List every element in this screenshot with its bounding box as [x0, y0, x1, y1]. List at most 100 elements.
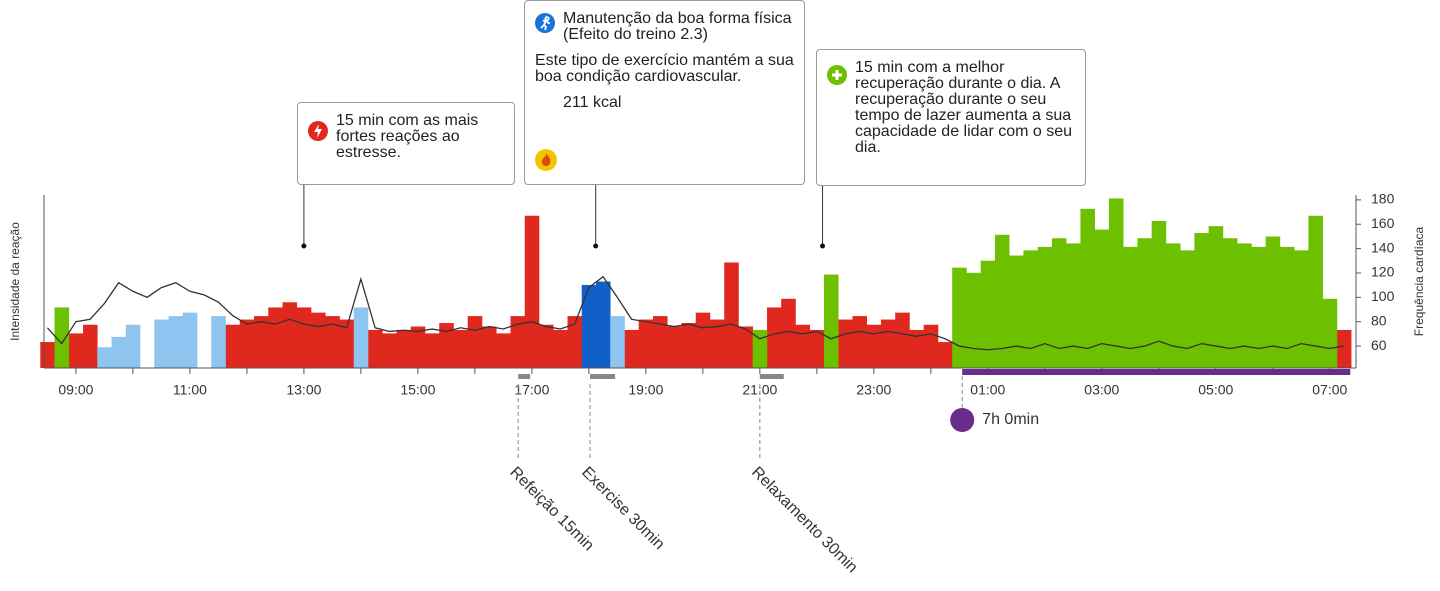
bar [1265, 236, 1281, 368]
bar [923, 324, 939, 368]
bar [1336, 329, 1352, 368]
bar [1023, 250, 1038, 368]
x-tick-label: 05:00 [1198, 382, 1233, 398]
bar [410, 326, 426, 368]
bar [1137, 238, 1152, 368]
bar [724, 262, 739, 368]
bar [225, 324, 241, 368]
bar [638, 319, 654, 368]
bar [538, 324, 554, 368]
bar [254, 316, 269, 368]
bar [83, 324, 98, 368]
bar [1037, 246, 1053, 368]
x-tick-label: 23:00 [856, 382, 891, 398]
x-tick-label: 21:00 [742, 382, 777, 398]
event-marker [759, 374, 784, 379]
bar [1308, 215, 1323, 368]
x-tick-label: 17:00 [514, 382, 549, 398]
bar [966, 272, 981, 368]
bar [296, 307, 312, 368]
event-marker [590, 374, 616, 379]
bar [510, 316, 526, 368]
recovery-icon [827, 65, 847, 85]
callout-dot [593, 243, 599, 249]
x-tick-label: 03:00 [1084, 382, 1119, 398]
bar [182, 312, 198, 368]
bar [439, 323, 454, 368]
bar [1194, 233, 1209, 368]
bar [368, 329, 383, 368]
kcal-icon [535, 149, 557, 171]
sleep-bar [962, 369, 1351, 375]
bar [111, 336, 127, 368]
bar [168, 316, 184, 368]
bar [68, 333, 84, 368]
x-tick-label: 13:00 [286, 382, 321, 398]
bar [282, 302, 298, 368]
bar [496, 333, 511, 368]
bar [937, 342, 953, 368]
bar [738, 326, 754, 368]
bar [766, 307, 782, 368]
bar [1108, 198, 1124, 368]
bar [125, 324, 141, 368]
bar [709, 319, 725, 368]
bar [339, 319, 355, 368]
bar [795, 324, 811, 368]
bar [652, 316, 668, 368]
bar [553, 329, 568, 368]
bar [1094, 229, 1110, 368]
bar [211, 316, 226, 368]
callout: 15 min com as mais fortes reações ao est… [297, 102, 515, 185]
bar [425, 333, 440, 368]
x-tick-label: 07:00 [1312, 382, 1347, 398]
bar [567, 316, 583, 368]
bar [1165, 243, 1181, 368]
bar [823, 274, 839, 368]
bar [581, 284, 597, 368]
bar [453, 329, 469, 368]
bar [1222, 238, 1238, 368]
x-tick-label: 15:00 [400, 382, 435, 398]
sleep-icon-moon [959, 410, 974, 424]
bar [1294, 250, 1309, 368]
bar [994, 234, 1010, 368]
sleep-label: 7h 0min [982, 411, 1039, 428]
bar [239, 319, 255, 368]
callout-subtitle: (Efeito do treino 2.3) [563, 26, 708, 43]
y2-tick-label: 180 [1371, 191, 1395, 207]
bar [1151, 220, 1167, 368]
heart-rate-line [46, 275, 1345, 351]
bar [852, 316, 868, 368]
x-tick-label: 19:00 [628, 382, 663, 398]
bar [909, 329, 925, 368]
x-tick-label: 11:00 [173, 382, 207, 398]
event-marker [518, 374, 531, 379]
bar [524, 215, 540, 368]
callout-dot [301, 243, 307, 249]
bar [838, 319, 853, 368]
callout-title: Manutenção da boa forma física [563, 10, 792, 27]
bar [1237, 243, 1252, 368]
bar [1208, 226, 1224, 368]
bar [268, 307, 283, 368]
bar [1066, 243, 1081, 368]
bar [952, 267, 967, 368]
bar [1051, 238, 1067, 368]
bar [1009, 255, 1024, 368]
bar [1080, 208, 1095, 368]
bar [866, 324, 882, 368]
y2-tick-label: 60 [1371, 337, 1387, 353]
bar [154, 319, 169, 368]
y2-tick-label: 160 [1371, 215, 1395, 231]
y2-tick-label: 140 [1371, 239, 1395, 255]
x-tick-label: 09:00 [58, 382, 93, 398]
bar [1251, 246, 1266, 368]
bar [382, 333, 397, 368]
bar [481, 326, 497, 368]
bar [40, 342, 55, 368]
bar [895, 312, 910, 368]
bar [667, 326, 682, 368]
